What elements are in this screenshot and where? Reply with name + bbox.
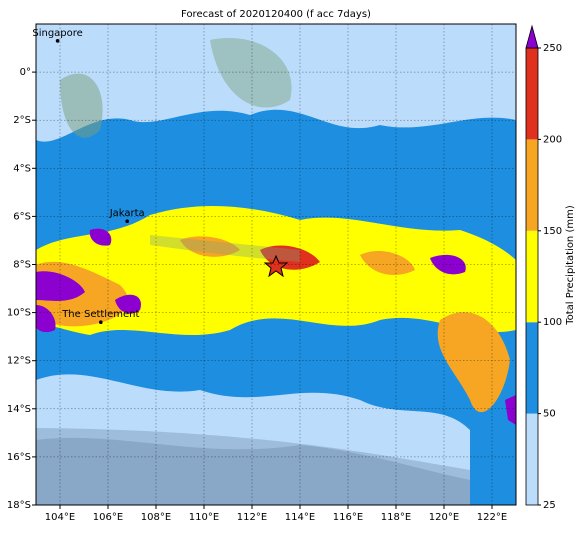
colorbar-extension — [525, 24, 539, 49]
colorbar-segment — [526, 48, 538, 140]
lat-tick-label: 10°S — [7, 308, 31, 319]
colorbar-segment — [526, 413, 538, 505]
place-marker — [125, 219, 129, 224]
lon-tick-label: 118°E — [381, 512, 411, 523]
lat-tick-label: 18°S — [7, 500, 31, 511]
colorbar-label: Total Precipitation (mm) — [565, 205, 576, 326]
lat-tick-label: 12°S — [7, 356, 31, 367]
colorbar-tick-label: 100 — [543, 317, 562, 328]
lon-tick-label: 114°E — [285, 512, 315, 523]
place-label: The Settlement — [61, 309, 139, 320]
lon-tick-label: 120°E — [429, 512, 459, 523]
lon-tick-label: 110°E — [189, 512, 219, 523]
lat-tick-label: 8°S — [13, 260, 31, 271]
lat-tick-label: 16°S — [7, 452, 31, 463]
map-title: Forecast of 2020120400 (f acc 7days) — [181, 9, 371, 20]
colorbar-tick-label: 25 — [543, 500, 556, 511]
colorbar-segment — [526, 322, 538, 414]
lon-tick-label: 122°E — [477, 512, 507, 523]
precip-field — [36, 24, 516, 505]
lat-tick-label: 14°S — [7, 404, 31, 415]
colorbar-frame — [525, 47, 539, 506]
lat-tick-label: 4°S — [13, 163, 31, 174]
lon-tick-label: 112°E — [237, 512, 267, 523]
colorbar-tick-label: 50 — [543, 409, 556, 420]
lon-tick-label: 116°E — [333, 512, 363, 523]
lat-tick-label: 6°S — [13, 211, 31, 222]
lon-tick-label: 108°E — [141, 512, 171, 523]
place-marker — [55, 39, 60, 43]
lon-tick-label: 104°E — [45, 512, 75, 523]
lon-tick-label: 106°E — [93, 512, 123, 523]
lat-tick-label: 0° — [20, 67, 31, 78]
place-marker — [99, 320, 103, 325]
place-label: Jakarta — [109, 208, 145, 219]
colorbar-tick-label: 150 — [543, 226, 562, 237]
colorbar-segment — [526, 139, 538, 231]
colorbar-tick-label: 200 — [543, 134, 562, 145]
place-label: Singapore — [32, 28, 82, 39]
lat-tick-label: 2°S — [13, 115, 31, 126]
colorbar-segment — [526, 230, 538, 323]
colorbar-tick-label: 250 — [543, 43, 562, 54]
